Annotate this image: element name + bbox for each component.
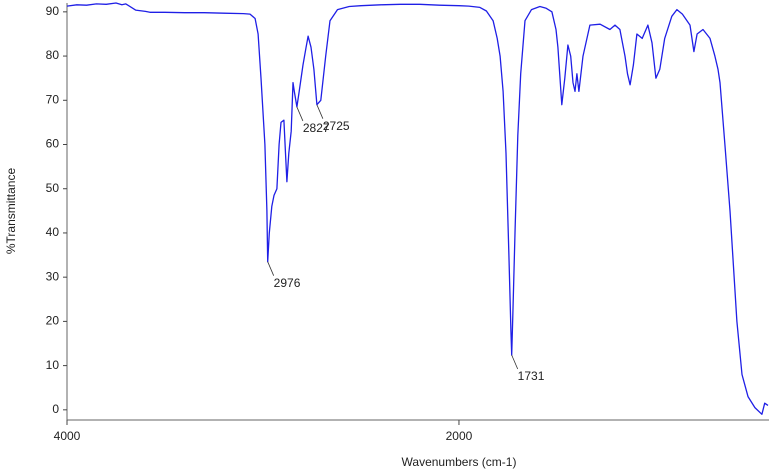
annotation-label: 2827 — [303, 121, 330, 135]
x-axis-label: Wavenumbers (cm-1) — [402, 455, 517, 469]
y-axis-label: %Transmittance — [4, 168, 18, 255]
y-tick-label: 30 — [46, 269, 60, 283]
annotation-leader — [316, 104, 324, 119]
x-tick-label: 2000 — [446, 429, 473, 443]
spectrum-line — [66, 2, 769, 415]
annotation-label: 1731 — [518, 369, 545, 383]
x-tick-label: 4000 — [54, 429, 81, 443]
y-tick-label: 70 — [46, 92, 60, 106]
y-tick-label: 80 — [46, 48, 60, 62]
annotation-leader — [267, 261, 275, 276]
annotation-label: 2976 — [274, 276, 301, 290]
y-tick-label: 60 — [46, 137, 60, 151]
y-tick-label: 50 — [46, 181, 60, 195]
annotation-leader — [511, 354, 519, 370]
y-tick-label: 0 — [52, 402, 59, 416]
y-tick-label: 20 — [46, 314, 60, 328]
y-tick-label: 90 — [46, 4, 60, 18]
annotation-leader — [296, 106, 304, 122]
annotation-label: 2725 — [323, 119, 350, 133]
y-tick-label: 40 — [46, 225, 60, 239]
y-tick-label: 10 — [46, 358, 60, 372]
